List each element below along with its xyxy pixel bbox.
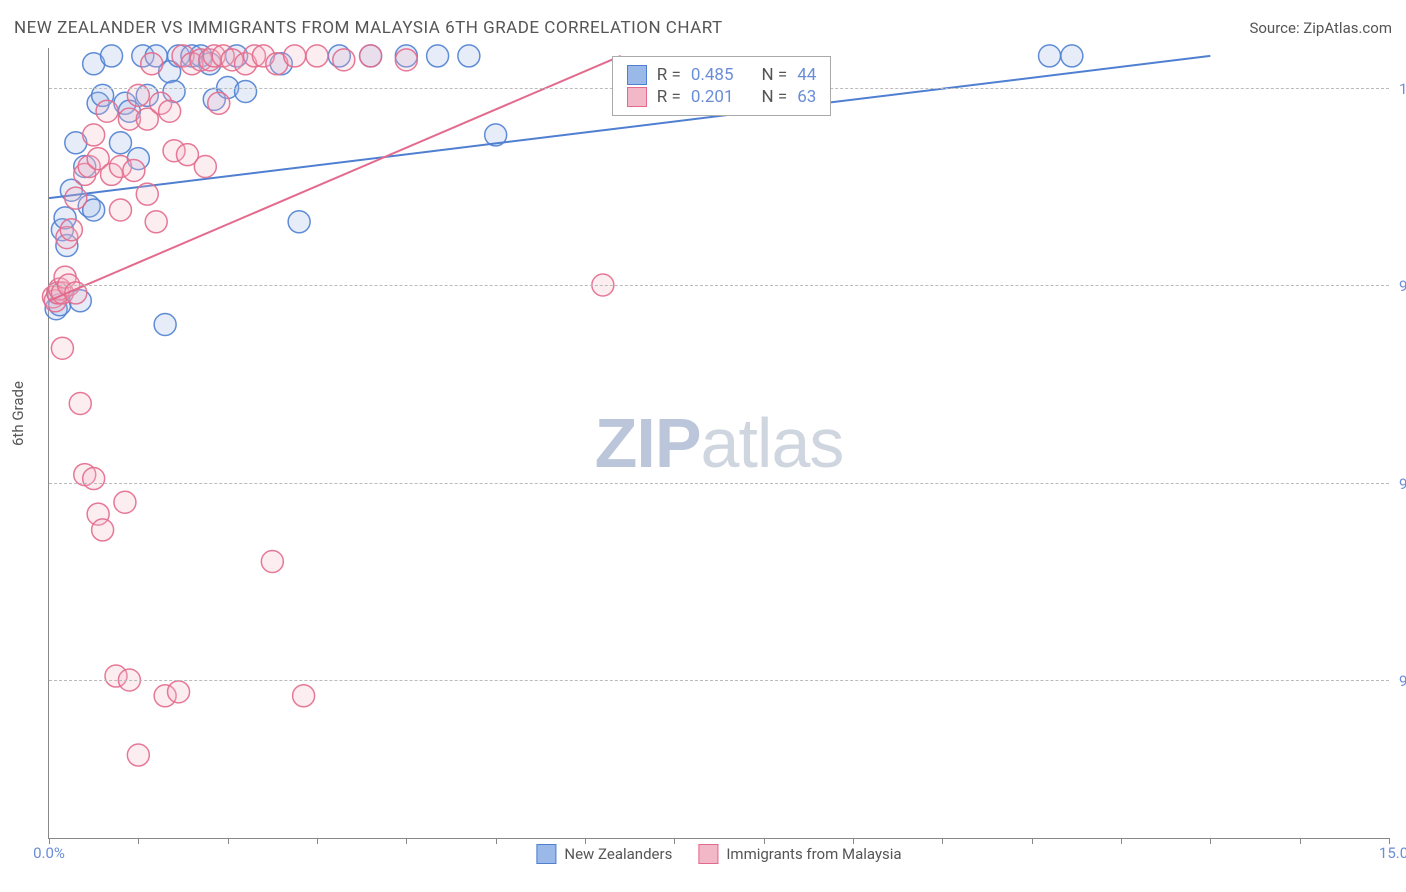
data-point: [284, 45, 306, 67]
y-axis-label: 6th Grade: [9, 381, 27, 446]
data-point: [288, 211, 310, 233]
x-tick: [1121, 838, 1122, 844]
data-point: [109, 199, 131, 221]
legend-label: New Zealanders: [564, 845, 672, 863]
data-point: [51, 337, 73, 359]
x-tick: [228, 838, 229, 844]
y-tick-label: 92.5%: [1399, 672, 1406, 690]
gridline: 92.5%: [49, 680, 1389, 681]
data-point: [208, 92, 230, 114]
x-axis-end: 15.0%: [1379, 844, 1406, 862]
legend-swatch: [627, 65, 647, 85]
data-point: [159, 100, 181, 122]
n-value: 63: [797, 87, 816, 107]
x-tick: [1210, 838, 1211, 844]
x-tick: [942, 838, 943, 844]
data-point: [65, 187, 87, 209]
legend-swatch: [536, 844, 556, 864]
y-tick-label: 100.0%: [1399, 80, 1406, 98]
data-point: [101, 45, 123, 67]
data-point: [83, 468, 105, 490]
stats-row: R = 0.485 N = 44: [627, 65, 817, 85]
n-label: N =: [762, 65, 788, 85]
data-point: [127, 744, 149, 766]
data-point: [1061, 45, 1083, 67]
legend-label: Immigrants from Malaysia: [726, 845, 901, 863]
r-value: 0.201: [691, 87, 734, 107]
y-tick-label: 95.0%: [1399, 475, 1406, 493]
legend-swatch: [627, 87, 647, 107]
r-value: 0.485: [691, 65, 734, 85]
data-point: [154, 314, 176, 336]
data-point: [114, 491, 136, 513]
data-point: [1039, 45, 1061, 67]
data-point: [69, 393, 91, 415]
data-point: [92, 519, 114, 541]
data-point: [293, 685, 315, 707]
x-axis-start: 0.0%: [33, 844, 65, 862]
correlation-stats-box: R = 0.485 N = 44 R = 0.201 N = 63: [612, 56, 832, 116]
data-point: [458, 45, 480, 67]
data-point: [145, 211, 167, 233]
data-point: [168, 681, 190, 703]
data-point: [83, 124, 105, 146]
x-tick: [1032, 838, 1033, 844]
data-point: [427, 45, 449, 67]
data-point: [123, 159, 145, 181]
stats-row: R = 0.201 N = 63: [627, 87, 817, 107]
x-tick: [1300, 838, 1301, 844]
source-label: Source: ZipAtlas.com: [1249, 19, 1392, 37]
chart-title: NEW ZEALANDER VS IMMIGRANTS FROM MALAYSI…: [14, 18, 723, 38]
x-tick: [317, 838, 318, 844]
data-point: [109, 132, 131, 154]
data-point: [306, 45, 328, 67]
legend-swatch: [698, 844, 718, 864]
r-label: R =: [657, 65, 681, 85]
gridline: 97.5%: [49, 285, 1389, 286]
x-tick: [138, 838, 139, 844]
r-label: R =: [657, 87, 681, 107]
data-point: [395, 49, 417, 71]
gridline: 95.0%: [49, 483, 1389, 484]
data-point: [360, 45, 382, 67]
data-point: [60, 219, 82, 241]
data-point: [333, 49, 355, 71]
x-tick: [496, 838, 497, 844]
legend: New Zealanders Immigrants from Malaysia: [536, 844, 901, 864]
data-point: [96, 100, 118, 122]
data-point: [194, 156, 216, 178]
legend-item: Immigrants from Malaysia: [698, 844, 901, 864]
data-point: [136, 183, 158, 205]
x-tick: [406, 838, 407, 844]
n-value: 44: [797, 65, 816, 85]
y-tick-label: 97.5%: [1399, 277, 1406, 295]
legend-item: New Zealanders: [536, 844, 672, 864]
n-label: N =: [762, 87, 788, 107]
chart-plot-area: ZIPatlas 92.5%95.0%97.5%100.0% 0.0% 15.0…: [48, 48, 1389, 839]
data-point: [141, 53, 163, 75]
scatter-plot: [49, 48, 1389, 838]
data-point: [261, 551, 283, 573]
data-point: [235, 80, 257, 102]
